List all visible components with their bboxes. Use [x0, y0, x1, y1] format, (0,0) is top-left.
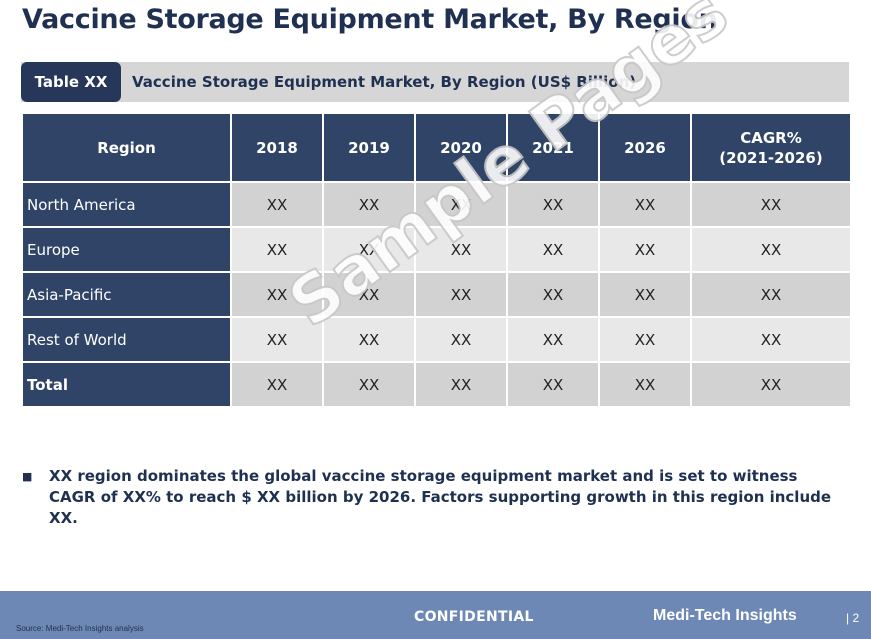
footer-source: Source: Medi-Tech Insights analysis — [16, 624, 144, 633]
column-header-2018: 2018 — [230, 112, 324, 183]
table-cell: XX — [598, 316, 692, 363]
table-number-tag: Table XX — [21, 62, 121, 102]
table-cell: XX — [598, 361, 692, 408]
brand-logo: Medi-Tech Insights — [653, 607, 797, 624]
table-cell: XX — [506, 316, 600, 363]
table-cell: XX — [690, 271, 852, 318]
table-cell: XX — [690, 361, 852, 408]
footer-bar: Source: Medi-Tech Insights analysis CONF… — [0, 591, 871, 639]
square-bullet-icon: ■ — [22, 470, 33, 483]
column-header-2019: 2019 — [322, 112, 416, 183]
column-header-region: Region — [21, 112, 232, 183]
table-caption: Vaccine Storage Equipment Market, By Reg… — [132, 73, 637, 91]
table-cell: XX — [690, 181, 852, 228]
row-label: Rest of World — [21, 316, 232, 363]
table-cell: XX — [506, 361, 600, 408]
table-row: Europe XX XX XX XX XX XX — [21, 226, 852, 273]
table-cell: XX — [322, 316, 416, 363]
table-cell: XX — [690, 226, 852, 273]
table-cell: XX — [230, 271, 324, 318]
table-cell: XX — [414, 226, 508, 273]
table-row: North America XX XX XX XX XX XX — [21, 181, 852, 228]
table-cell: XX — [690, 316, 852, 363]
row-label: North America — [21, 181, 232, 228]
table-cell: XX — [598, 226, 692, 273]
table-cell: XX — [414, 181, 508, 228]
table-caption-bar — [21, 62, 849, 102]
column-header-2021: 2021 — [506, 112, 600, 183]
table-cell: XX — [230, 316, 324, 363]
column-header-2026: 2026 — [598, 112, 692, 183]
table-cell: XX — [598, 271, 692, 318]
table-cell: XX — [322, 181, 416, 228]
bullet-point: ■ XX region dominates the global vaccine… — [22, 466, 832, 529]
table-row: Asia-Pacific XX XX XX XX XX XX — [21, 271, 852, 318]
row-label: Asia-Pacific — [21, 271, 232, 318]
row-label: Total — [21, 361, 232, 408]
column-header-cagr: CAGR% (2021-2026) — [690, 112, 852, 183]
table-cell: XX — [506, 226, 600, 273]
cagr-header-line2: (2021-2026) — [719, 148, 823, 167]
table-cell: XX — [414, 271, 508, 318]
cagr-header-line1: CAGR% — [740, 128, 802, 147]
table-cell: XX — [230, 361, 324, 408]
region-market-table: Region 2018 2019 2020 2021 2026 CAGR% (2… — [21, 112, 852, 408]
table-cell: XX — [322, 361, 416, 408]
table-cell: XX — [322, 226, 416, 273]
table-row: Rest of World XX XX XX XX XX XX — [21, 316, 852, 363]
table-header-row: Region 2018 2019 2020 2021 2026 CAGR% (2… — [21, 112, 852, 183]
table-cell: XX — [230, 181, 324, 228]
table-cell: XX — [414, 361, 508, 408]
table-cell: XX — [414, 316, 508, 363]
table-cell: XX — [230, 226, 324, 273]
table-cell: XX — [506, 271, 600, 318]
table-row-total: Total XX XX XX XX XX XX — [21, 361, 852, 408]
column-header-2020: 2020 — [414, 112, 508, 183]
bullet-text: XX region dominates the global vaccine s… — [49, 467, 832, 527]
page-number: | 2 — [846, 611, 860, 625]
row-label: Europe — [21, 226, 232, 273]
page-title: Vaccine Storage Equipment Market, By Reg… — [22, 4, 718, 35]
footer-confidential: CONFIDENTIAL — [414, 609, 534, 625]
table-cell: XX — [506, 181, 600, 228]
table-cell: XX — [322, 271, 416, 318]
table-cell: XX — [598, 181, 692, 228]
